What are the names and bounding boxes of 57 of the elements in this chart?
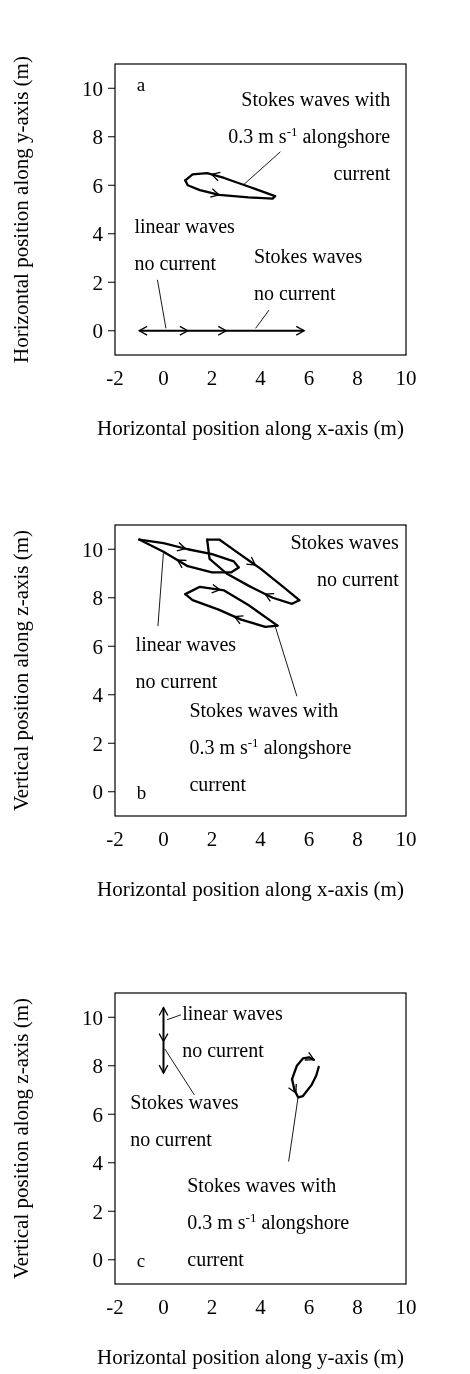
x-tick-label: 6 <box>303 366 315 390</box>
x-tick-label: 4 <box>255 366 267 390</box>
x-tick-label: -2 <box>106 827 124 851</box>
x-tick-label: 6 <box>303 827 315 851</box>
y-tick-label: 10 <box>82 537 103 562</box>
x-tick-label: 0 <box>158 366 169 390</box>
y-tick-label: 8 <box>92 1054 103 1079</box>
y-tick-label: 2 <box>92 1199 103 1224</box>
y-tick-label: 6 <box>92 634 103 659</box>
annotation: linear waves no current <box>182 1002 283 1062</box>
x-tick-label: 6 <box>303 1295 315 1319</box>
x-tick-label: 0 <box>158 827 169 851</box>
x-tick-label: 10 <box>395 827 417 851</box>
x-axis-title: Horizontal position along x-axis (m) <box>97 416 404 440</box>
y-tick-label: 2 <box>92 731 103 756</box>
annotation: Stokes waves with 0.3 m s$^{-1}$ alongshore current <box>228 88 391 185</box>
x-tick-label: 2 <box>206 1295 218 1319</box>
y-tick-label: 6 <box>92 173 103 198</box>
x-tick-label: 2 <box>206 366 218 390</box>
x-tick-label: -2 <box>106 1295 124 1319</box>
annotation: Stokes waves with 0.3 m s$^{-1}$ alongshore current <box>187 1173 350 1270</box>
text: c <box>136 1250 146 1272</box>
y-tick-label: 8 <box>92 125 103 150</box>
y-tick-label: 0 <box>92 780 103 805</box>
y-tick-label: 0 <box>92 1248 103 1273</box>
x-tick-label: 8 <box>352 366 363 390</box>
annotation: linear waves no current <box>134 214 236 274</box>
annotation: Stokes waves no current <box>253 244 363 304</box>
x-tick-label: 10 <box>395 1295 417 1319</box>
y-tick-label: 0 <box>92 319 103 344</box>
x-axis-title: Horizontal position along x-axis (m) <box>97 877 404 901</box>
x-tick-label: 4 <box>255 827 267 851</box>
x-tick-label: 0 <box>158 1295 169 1319</box>
annotation: linear waves no current <box>135 633 237 693</box>
x-tick-label: 10 <box>395 366 417 390</box>
text: b <box>136 782 147 804</box>
x-axis-title: Horizontal position along y-axis (m) <box>97 1345 404 1369</box>
y-tick-label: 4 <box>92 222 104 247</box>
annotation: Stokes waves no current <box>130 1091 239 1151</box>
y-tick-label: 6 <box>92 1102 103 1127</box>
y-tick-label: 10 <box>82 76 103 101</box>
x-tick-label: 8 <box>352 827 363 851</box>
y-tick-label: 4 <box>92 1151 104 1176</box>
y-tick-label: 10 <box>82 1005 103 1030</box>
y-tick-label: 8 <box>92 586 103 611</box>
x-tick-label: 4 <box>255 1295 267 1319</box>
x-tick-label: 8 <box>352 1295 363 1319</box>
x-tick-label: 2 <box>206 827 218 851</box>
y-tick-label: 2 <box>92 270 103 295</box>
x-tick-label: -2 <box>106 366 124 390</box>
y-tick-label: 4 <box>92 683 104 708</box>
annotation: Stokes waves with 0.3 m s$^{-1}$ alongshore current <box>189 698 352 795</box>
y-axis-title: Horizontal position along y-axis (m) <box>9 56 33 363</box>
y-axis-title: Vertical position along z-axis (m) <box>9 997 33 1280</box>
y-axis-title: Vertical position along z-axis (m) <box>9 529 33 812</box>
annotation: Stokes waves no current <box>290 531 400 591</box>
text: a <box>136 73 146 95</box>
